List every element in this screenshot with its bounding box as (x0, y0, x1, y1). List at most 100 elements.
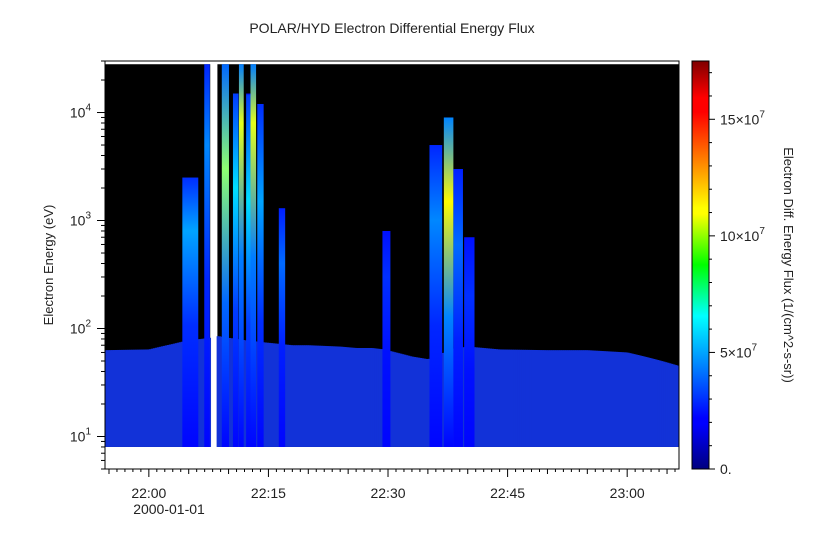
floor-column (535, 350, 538, 447)
flux-event-column (232, 93, 239, 447)
floor-column (395, 352, 399, 447)
colorbar-tick-label: 5×107 (720, 342, 758, 360)
floor-column (667, 362, 670, 447)
x-date-label: 2000-01-01 (133, 501, 205, 517)
floor-column (374, 348, 377, 447)
floor-column (513, 349, 516, 447)
floor-column (270, 343, 273, 447)
y-tick-label: 102 (70, 319, 92, 337)
floor-column (619, 352, 622, 447)
floor-column (473, 347, 477, 447)
floor-column (657, 360, 660, 447)
floor-column (585, 350, 588, 447)
floor-column (409, 356, 413, 447)
floor-column (332, 346, 335, 447)
floor-column (146, 349, 150, 447)
floor-column (368, 347, 371, 447)
floor-column (593, 350, 596, 447)
floor-column (312, 345, 315, 447)
floor-column (198, 339, 202, 447)
floor-column (134, 349, 138, 447)
floor-column (563, 350, 566, 447)
flux-event-column (453, 168, 463, 447)
x-tick-label: 22:15 (251, 485, 286, 501)
floor-column (290, 345, 293, 447)
floor-column (417, 357, 421, 447)
floor-column (665, 362, 668, 447)
floor-column (218, 336, 221, 447)
floor-column (507, 349, 510, 447)
floor-column (140, 349, 144, 447)
floor-column (286, 344, 289, 447)
floor-column (599, 350, 602, 447)
floor-column (637, 355, 640, 447)
floor-column (635, 354, 638, 447)
y-tick-label: 103 (70, 211, 92, 229)
floor-column (603, 351, 606, 447)
floor-column (537, 350, 540, 447)
floor-column (108, 350, 112, 447)
floor-column (142, 349, 146, 447)
floor-column (407, 355, 411, 447)
floor-column (366, 347, 369, 447)
floor-column (629, 353, 632, 447)
floor-column (639, 355, 642, 447)
floor-column (545, 350, 548, 447)
floor-column (411, 356, 415, 447)
flux-event-column (278, 208, 286, 447)
floor-column (553, 350, 556, 447)
floor-column (653, 358, 656, 447)
floor-column (421, 358, 425, 447)
x-tick-label: 23:00 (610, 485, 645, 501)
floor-column (276, 343, 279, 447)
floor-column (354, 347, 357, 447)
floor-column (340, 346, 343, 447)
floor-column (310, 345, 313, 447)
floor-column (364, 347, 367, 447)
flux-event-column (443, 117, 454, 447)
floor-column (503, 349, 507, 447)
floor-column (481, 347, 485, 447)
floor-column (539, 350, 542, 447)
y-axis: 101 102 103 104 (70, 60, 105, 470)
floor-column (527, 349, 530, 447)
floor-column (567, 350, 570, 447)
floor-column (493, 348, 497, 447)
floor-column (595, 350, 598, 447)
floor-column (661, 361, 664, 447)
floor-column (575, 350, 578, 447)
floor-column (150, 348, 154, 447)
floor-column (130, 349, 134, 447)
floor-column (138, 349, 142, 447)
heatmap-layer (105, 64, 680, 447)
floor-column (264, 342, 267, 447)
floor-column (330, 346, 333, 447)
floor-column (403, 354, 407, 447)
floor-column (126, 349, 130, 447)
floor-column (144, 349, 148, 447)
floor-column (170, 344, 174, 447)
floor-column (475, 347, 479, 447)
floor-column (647, 357, 650, 447)
floor-column (605, 351, 608, 447)
floor-column (649, 357, 652, 447)
floor-column (401, 354, 405, 447)
floor-column (372, 348, 375, 447)
colorbar-label: Electron Diff. Energy Flux (1/(cm^2-s-sr… (781, 147, 796, 383)
flux-event-column (257, 103, 264, 447)
floor-column (485, 348, 489, 447)
floor-column (399, 353, 403, 447)
floor-column (509, 349, 512, 447)
floor-column (344, 347, 347, 447)
floor-column (569, 350, 572, 447)
floor-column (531, 349, 534, 447)
floor-column (565, 350, 568, 447)
plot-frame (104, 60, 680, 470)
floor-column (625, 352, 628, 447)
floor-column (110, 350, 114, 447)
floor-column (505, 349, 508, 447)
floor-column (118, 349, 122, 447)
floor-column (501, 349, 505, 447)
floor-column (413, 357, 417, 447)
floor-column (112, 350, 116, 447)
